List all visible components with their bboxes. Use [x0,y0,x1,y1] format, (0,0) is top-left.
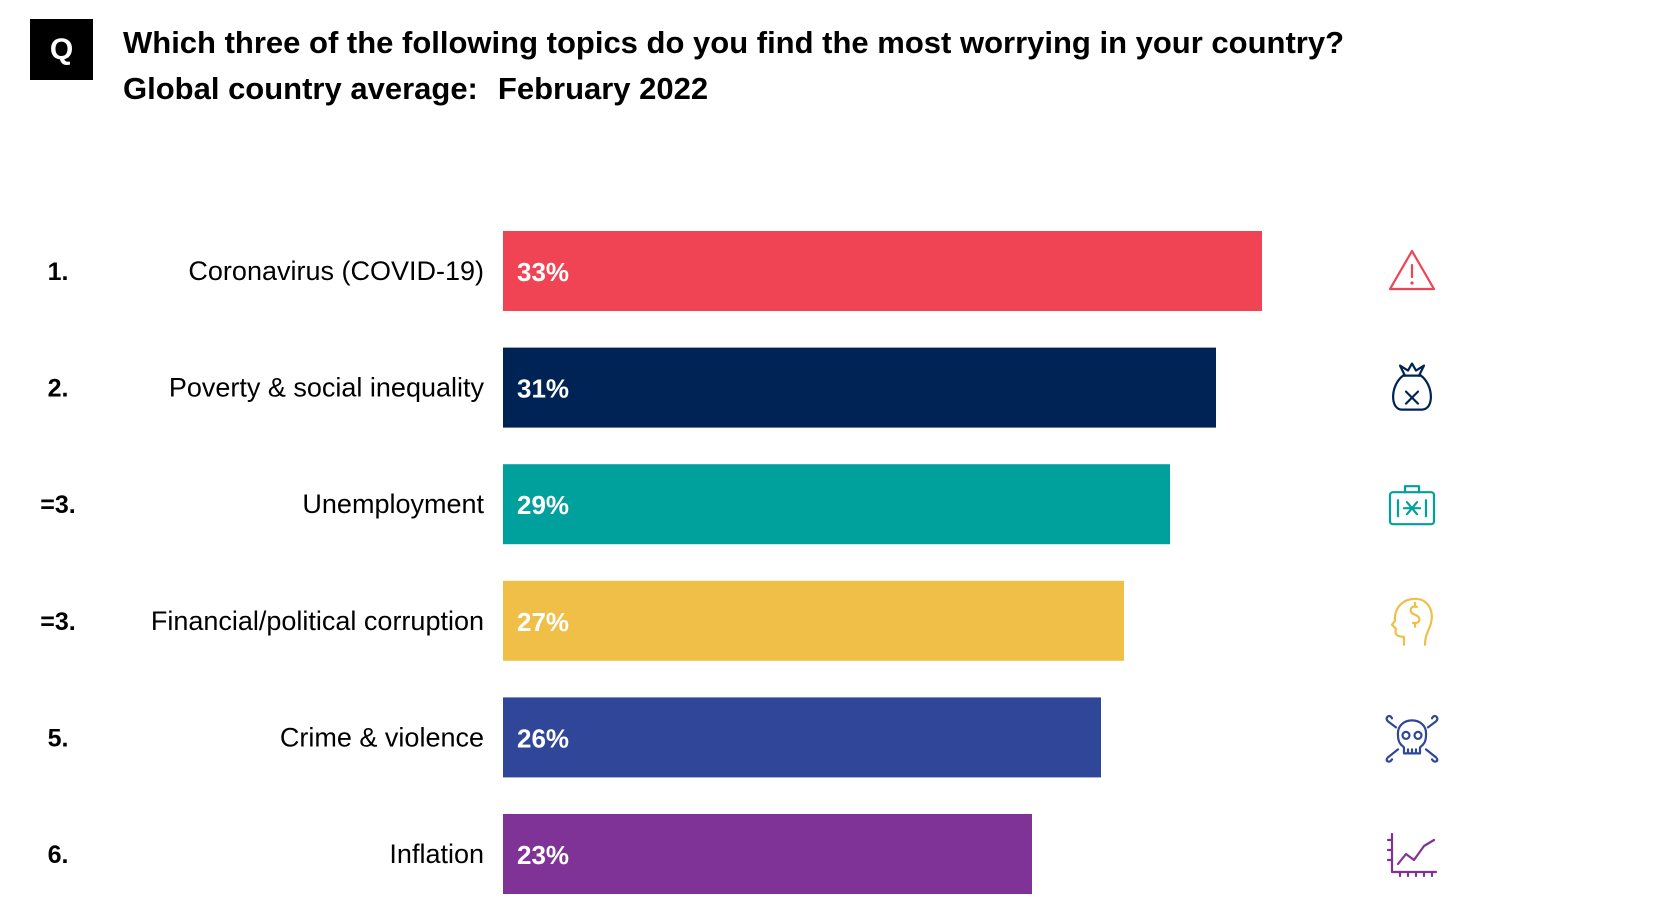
subtitle-prefix: Global country average: [123,71,478,106]
category-label: Financial/political corruption [151,606,484,636]
skull-crossbones-icon [1385,715,1439,763]
category-label: Poverty & social inequality [169,373,485,403]
warning-icon [1388,249,1436,291]
rank-label: =3. [40,491,75,519]
subtitle-date: February 2022 [497,71,709,106]
head-dollar-icon [1390,597,1433,646]
category-label: Crime & violence [280,722,484,752]
category-label: Inflation [389,839,484,869]
money-bag-icon [1392,362,1432,411]
category-label: Coronavirus (COVID-19) [188,256,484,286]
bar [503,697,1101,778]
bar [503,347,1216,428]
data-label: 23% [517,840,569,870]
line-chart-icon [1386,832,1438,878]
data-label: 33% [517,257,569,287]
rank-label: 6. [48,841,69,869]
bar [503,580,1124,661]
chart-title: Which three of the following topics do y… [123,25,1345,60]
rank-label: 1. [48,258,69,286]
chart-subtitle: Global country average: February 2022 [123,66,708,112]
data-label: 26% [517,723,569,753]
data-label: 27% [517,607,569,637]
category-label: Unemployment [302,489,484,519]
question-badge: Q [30,19,93,80]
bar [503,464,1170,545]
rank-label: =3. [40,608,75,636]
data-label: 31% [517,374,569,404]
rank-label: 5. [48,724,69,752]
briefcase-icon [1388,485,1436,526]
bar [503,814,1032,894]
rank-label: 2. [48,375,69,403]
bar [503,231,1262,311]
data-label: 29% [517,490,569,520]
